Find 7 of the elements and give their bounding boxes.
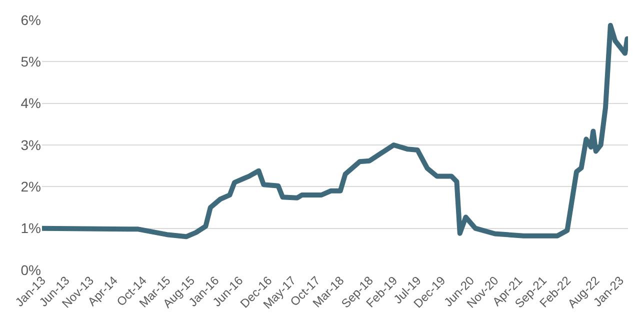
y-tick-label: 1% (20, 220, 41, 236)
y-tick-label: 2% (20, 178, 41, 195)
y-tick-label: 5% (20, 54, 41, 70)
y-tick-label: 0% (20, 262, 41, 278)
y-tick-label: 6% (20, 12, 41, 28)
y-tick-label: 4% (20, 95, 41, 112)
y-tick-label: 3% (20, 136, 41, 153)
